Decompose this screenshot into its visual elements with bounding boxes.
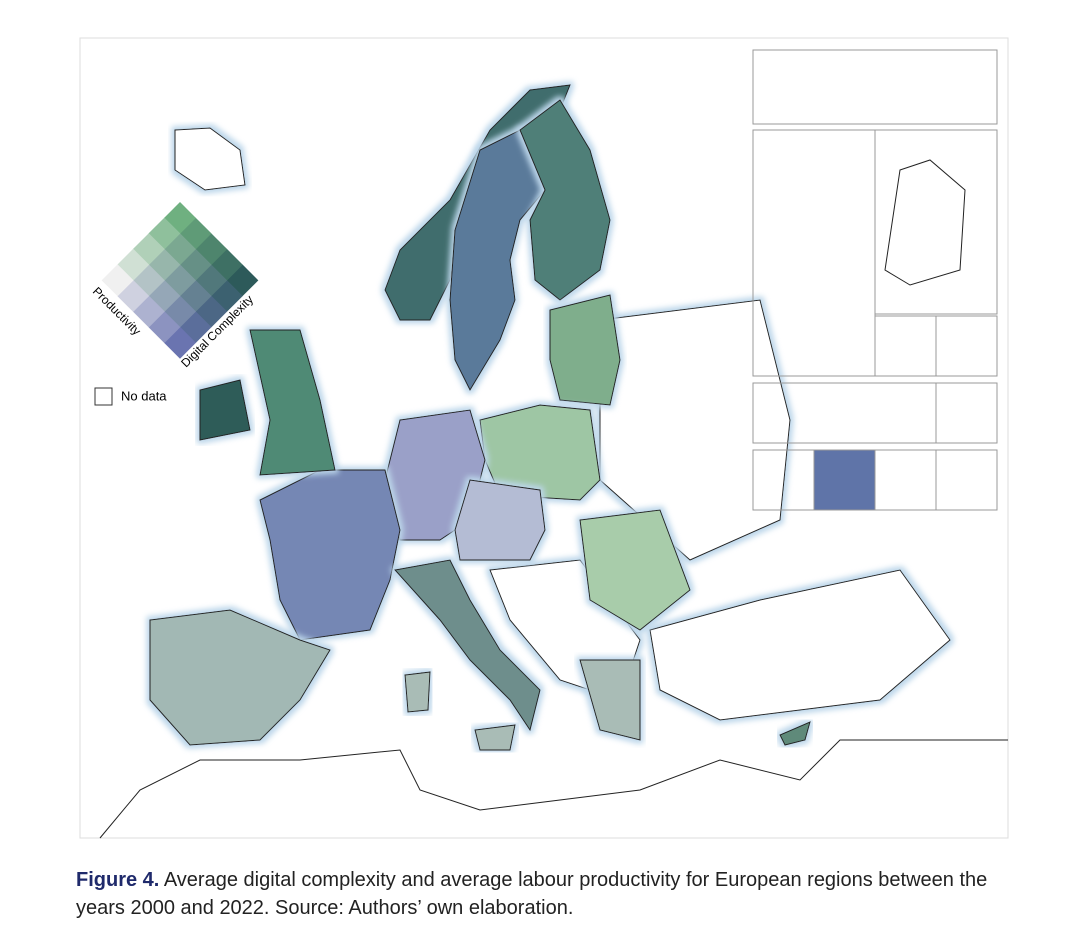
finland xyxy=(519,99,611,301)
great-britain xyxy=(249,329,336,476)
cyprus xyxy=(779,721,811,746)
sardinia xyxy=(404,671,431,713)
no-data-label: No data xyxy=(121,388,167,403)
guiana xyxy=(884,159,966,286)
inset xyxy=(752,49,998,125)
africa-coast xyxy=(99,739,1008,839)
iceland xyxy=(174,127,246,191)
inset xyxy=(935,382,998,444)
caption-label: Figure 4. xyxy=(76,869,160,891)
map: Productivity Digital Complexity No data xyxy=(79,37,1009,839)
inset xyxy=(813,449,876,511)
baltics xyxy=(549,294,621,406)
inset xyxy=(935,449,998,511)
sicily xyxy=(474,724,516,751)
inset xyxy=(874,129,998,315)
inset xyxy=(935,315,998,377)
sweden xyxy=(449,129,546,392)
greece xyxy=(579,659,641,741)
turkey xyxy=(649,569,951,721)
caption-text: Average digital complexity and average l… xyxy=(76,869,988,919)
romania xyxy=(579,509,691,631)
poland xyxy=(479,404,601,501)
central-europe xyxy=(454,479,546,561)
insets xyxy=(752,49,998,511)
land xyxy=(99,84,1008,839)
ireland xyxy=(199,379,251,441)
italy xyxy=(394,559,541,732)
caption: Figure 4. Average digital complexity and… xyxy=(76,866,1026,922)
france xyxy=(259,469,401,641)
iberia xyxy=(149,609,331,746)
no-data-swatch xyxy=(94,387,113,406)
